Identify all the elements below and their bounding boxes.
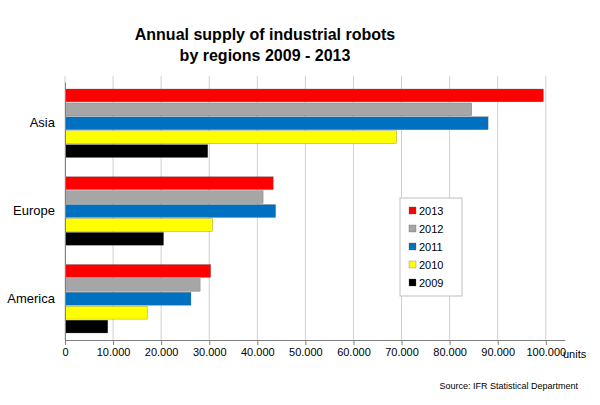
bar (65, 292, 191, 305)
bar (65, 103, 472, 116)
x-axis-line (66, 340, 566, 341)
x-tick-label: 90.000 (481, 346, 515, 358)
x-tick-label: 20.000 (145, 346, 179, 358)
bars (65, 89, 543, 333)
x-tick-mark (65, 340, 66, 345)
x-tick-label: 10.000 (97, 346, 131, 358)
x-tick: 60.000 (337, 340, 371, 358)
x-tick-mark (305, 340, 306, 345)
legend-swatch (409, 207, 416, 214)
legend-swatch (409, 243, 416, 250)
bar (65, 265, 211, 278)
title: Annual supply of industrial robots by reg… (135, 26, 396, 64)
y-axis: Asia Europe America (7, 83, 65, 341)
grid-line (65, 76, 66, 340)
bar (65, 320, 108, 333)
x-tick: 20.000 (145, 340, 179, 358)
x-tick: 10.000 (97, 340, 131, 358)
x-tick: 70.000 (385, 340, 419, 358)
y-tick: Europe (13, 203, 65, 218)
x-axis: 0 10.000 20.000 30.000 40.000 50.000 60.000 70.… (62, 340, 566, 358)
x-tick-label: 30.000 (193, 346, 227, 358)
y-tick-label: Asia (30, 115, 56, 130)
bar (65, 177, 273, 190)
x-tick: 30.000 (193, 340, 227, 358)
title-line: Annual supply of industrial robots (135, 26, 396, 43)
y-tick-label: Europe (13, 203, 55, 218)
legend-label: 2010 (419, 259, 443, 271)
x-tick-mark (546, 340, 547, 345)
x-tick-label: 70.000 (385, 346, 419, 358)
y-tick-label: America (7, 291, 55, 306)
grid (65, 76, 546, 340)
legend-label: 2012 (419, 223, 443, 235)
x-tick-mark (450, 340, 451, 345)
chart: Annual supply of industrial robots by reg… (0, 0, 600, 405)
title-line: by regions 2009 - 2013 (180, 47, 351, 64)
x-tick-label: 100.000 (526, 346, 566, 358)
legend-swatch (409, 225, 416, 232)
bar (65, 232, 164, 245)
bar (65, 278, 200, 291)
x-tick: 90.000 (481, 340, 515, 358)
bar (65, 306, 147, 319)
x-tick-mark (257, 340, 258, 345)
bar (65, 145, 208, 158)
y-tick: America (7, 291, 65, 306)
x-tick-label: 50.000 (289, 346, 323, 358)
legend-swatch (409, 279, 416, 286)
x-tick-mark (161, 340, 162, 345)
x-axis-label: units (563, 348, 587, 360)
legend-label: 2009 (419, 277, 443, 289)
x-tick-label: 40.000 (241, 346, 275, 358)
bar (65, 191, 263, 204)
x-tick: 50.000 (289, 340, 323, 358)
x-tick-mark (209, 340, 210, 345)
legend: 2013 2012 2011 2010 2009 (400, 198, 462, 296)
grid-line (497, 76, 498, 340)
x-tick-label: 80.000 (433, 346, 467, 358)
bar (65, 117, 488, 130)
bar (65, 205, 276, 218)
x-tick: 80.000 (433, 340, 467, 358)
x-tick-mark (402, 340, 403, 345)
legend-box (400, 198, 462, 296)
bar (65, 219, 213, 232)
source-note: Source: IFR Statistical Department (439, 381, 578, 391)
x-tick-mark (498, 340, 499, 345)
legend-swatch (409, 261, 416, 268)
bar (65, 89, 543, 102)
x-tick: 40.000 (241, 340, 275, 358)
y-tick: Asia (30, 115, 65, 130)
x-tick-mark (353, 340, 354, 345)
grid-line (545, 76, 546, 340)
y-axis-line (65, 83, 66, 341)
legend-label: 2011 (419, 241, 443, 253)
bar (65, 131, 397, 144)
legend-label: 2013 (419, 205, 443, 217)
x-tick-label: 0 (62, 346, 68, 358)
x-tick: 100.000 (526, 340, 566, 358)
x-tick-mark (113, 340, 114, 345)
x-tick-label: 60.000 (337, 346, 371, 358)
x-tick: 0 (62, 340, 68, 358)
